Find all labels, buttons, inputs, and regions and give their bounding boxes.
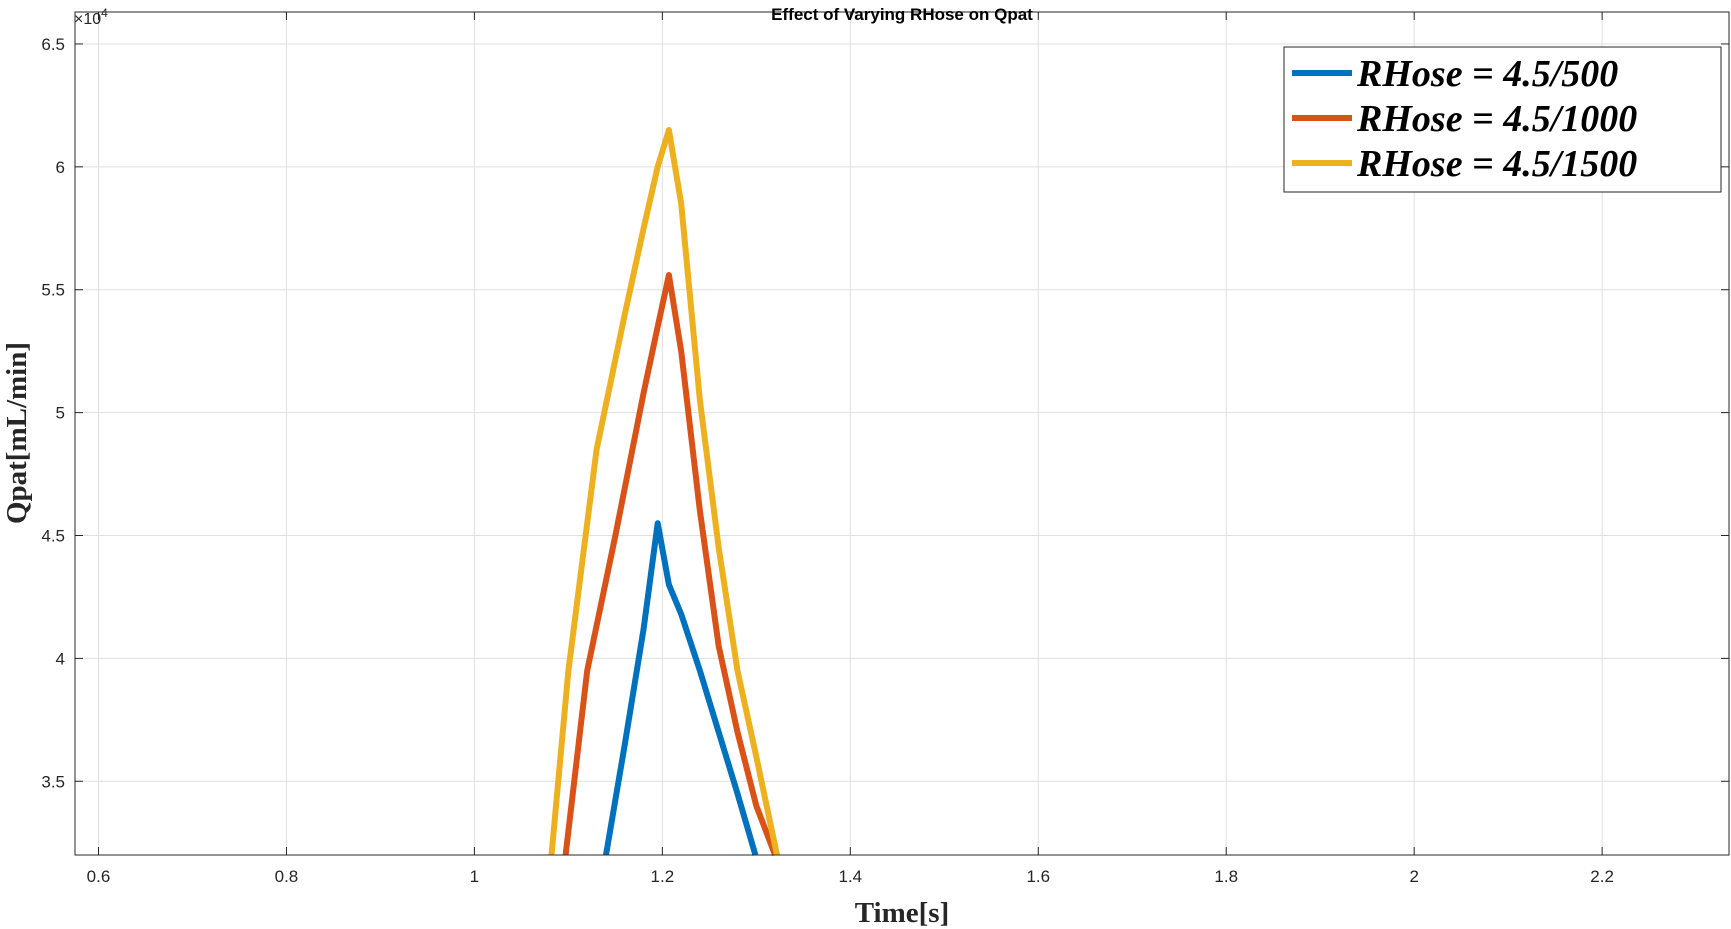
y-tick-label: 4: [56, 649, 65, 668]
x-tick-label: 2.2: [1590, 867, 1614, 886]
y-tick-label: 6: [56, 158, 65, 177]
x-tick-label: 2: [1409, 867, 1418, 886]
y-axis-label: Qpat[mL/min]: [1, 342, 33, 524]
y-tick-label: 3.5: [41, 772, 65, 791]
y-multiplier-prefix: ×10: [74, 11, 101, 28]
x-tick-label: 1: [470, 867, 479, 886]
legend-label-3: RHose = 4.5/1500: [1356, 143, 1637, 185]
y-multiplier: ×104: [74, 6, 108, 28]
series-line-3: [548, 127, 780, 856]
series-layer: [548, 127, 780, 857]
x-axis-ticks: 0.6 0.8 1 1.2 1.4 1.6 1.8 2 2.2: [87, 12, 1614, 886]
y-tick-label: 5: [56, 404, 65, 423]
chart-title: Effect of Varying RHose on Qpat: [771, 5, 1033, 24]
legend-label-2: RHose = 4.5/1000: [1356, 98, 1637, 140]
y-axis-ticks: 3.5 4 4.5 5 5.5 6 6.5: [41, 35, 1729, 791]
x-tick-label: 1.4: [838, 867, 862, 886]
legend-label-1: RHose = 4.5/500: [1356, 53, 1618, 95]
x-tick-label: 1.2: [651, 867, 675, 886]
x-axis-label: Time[s]: [855, 897, 950, 929]
series-line-2: [562, 272, 778, 857]
x-tick-label: 1.6: [1026, 867, 1050, 886]
series-line-1: [603, 520, 759, 856]
plot-frame: [74, 11, 1730, 856]
y-tick-label: 4.5: [41, 526, 65, 545]
y-multiplier-exponent: 4: [101, 6, 108, 20]
x-tick-label: 0.6: [87, 867, 111, 886]
legend-box: [1283, 46, 1722, 193]
y-tick-label: 6.5: [41, 35, 65, 54]
x-tick-label: 1.8: [1214, 867, 1238, 886]
y-tick-label: 5.5: [41, 281, 65, 300]
x-tick-label: 0.8: [275, 867, 299, 886]
